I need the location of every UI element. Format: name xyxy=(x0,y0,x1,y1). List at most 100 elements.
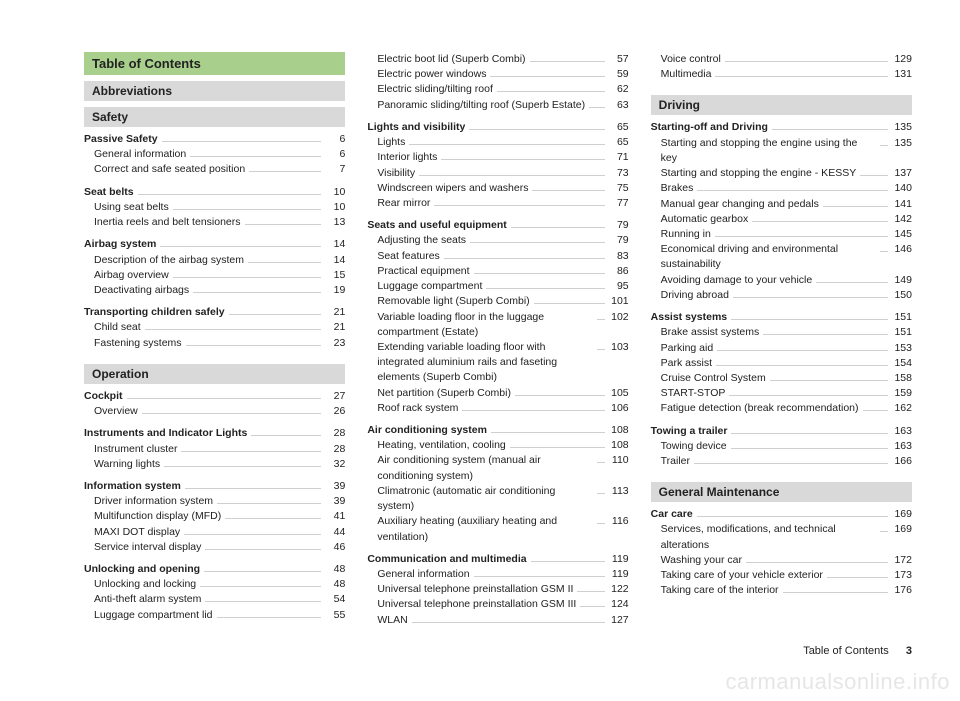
toc-entry[interactable]: Description of the airbag system14 xyxy=(84,253,345,268)
toc-entry[interactable]: Lights65 xyxy=(367,135,628,150)
toc-entry-head[interactable]: Car care169 xyxy=(651,507,912,522)
toc-entry[interactable]: Multimedia131 xyxy=(651,67,912,82)
toc-entry-head[interactable]: Passive Safety6 xyxy=(84,132,345,147)
toc-entry[interactable]: Overview26 xyxy=(84,404,345,419)
toc-entry[interactable]: Practical equipment86 xyxy=(367,264,628,279)
toc-entry[interactable]: Fastening systems23 xyxy=(84,336,345,351)
toc-entry-head[interactable]: Air conditioning system108 xyxy=(367,423,628,438)
toc-entry[interactable]: Parking aid153 xyxy=(651,341,912,356)
toc-entry[interactable]: Manual gear changing and pedals141 xyxy=(651,197,912,212)
leader-dots xyxy=(162,135,322,142)
toc-entry[interactable]: Warning lights32 xyxy=(84,457,345,472)
toc-entry-head[interactable]: Instruments and Indicator Lights 28 xyxy=(84,426,345,441)
toc-entry-label: Lights xyxy=(367,135,405,150)
leader-dots xyxy=(245,218,322,225)
toc-entry-label: Towing a trailer xyxy=(651,424,728,439)
toc-entry[interactable]: Electric power windows59 xyxy=(367,67,628,82)
toc-entry[interactable]: Starting and stopping the engine - KESSY… xyxy=(651,166,912,181)
toc-entry[interactable]: Removable light (Superb Combi)101 xyxy=(367,294,628,309)
toc-entry-head[interactable]: Assist systems151 xyxy=(651,310,912,325)
toc-entry[interactable]: WLAN127 xyxy=(367,613,628,628)
toc-entry[interactable]: Heating, ventilation, cooling108 xyxy=(367,438,628,453)
toc-entry[interactable]: Washing your car172 xyxy=(651,553,912,568)
toc-entry[interactable]: Instrument cluster28 xyxy=(84,442,345,457)
leader-dots xyxy=(145,323,322,330)
toc-entry[interactable]: Luggage compartment95 xyxy=(367,279,628,294)
toc-entry-head[interactable]: Airbag system14 xyxy=(84,237,345,252)
leader-dots xyxy=(783,586,888,593)
toc-entry[interactable]: Extending variable loading floor with in… xyxy=(367,340,628,386)
toc-entry[interactable]: Electric sliding/tilting roof62 xyxy=(367,82,628,97)
leader-dots xyxy=(205,542,321,549)
toc-entry[interactable]: Services, modifications, and technical a… xyxy=(651,522,912,552)
toc-entry[interactable]: MAXI DOT display44 xyxy=(84,525,345,540)
toc-entry[interactable]: Seat features83 xyxy=(367,249,628,264)
toc-entry[interactable]: Fatigue detection (break recommendation)… xyxy=(651,401,912,416)
toc-entry-head[interactable]: Towing a trailer163 xyxy=(651,424,912,439)
toc-entry[interactable]: Net partition (Superb Combi)105 xyxy=(367,386,628,401)
toc-entry[interactable]: Using seat belts10 xyxy=(84,200,345,215)
toc-entry[interactable]: Taking care of your vehicle exterior173 xyxy=(651,568,912,583)
toc-entry[interactable]: Brakes140 xyxy=(651,181,912,196)
toc-entry[interactable]: Climatronic (automatic air conditioning … xyxy=(367,484,628,514)
toc-entry[interactable]: Child seat21 xyxy=(84,320,345,335)
toc-entry-page: 151 xyxy=(892,310,912,325)
toc-entry[interactable]: Service interval display46 xyxy=(84,540,345,555)
toc-entry-page: 28 xyxy=(325,426,345,441)
toc-entry[interactable]: Inertia reels and belt tensioners13 xyxy=(84,215,345,230)
toc-entry[interactable]: Electric boot lid (Superb Combi)57 xyxy=(367,52,628,67)
toc-entry[interactable]: Multifunction display (MFD)41 xyxy=(84,509,345,524)
toc-entry[interactable]: Luggage compartment lid55 xyxy=(84,608,345,623)
toc-entry[interactable]: Taking care of the interior176 xyxy=(651,583,912,598)
leader-dots xyxy=(731,441,888,448)
toc-entry[interactable]: Economical driving and environmental sus… xyxy=(651,242,912,272)
toc-entry[interactable]: Auxiliary heating (auxiliary heating and… xyxy=(367,514,628,544)
toc-entry-label: Taking care of the interior xyxy=(651,583,779,598)
toc-entry[interactable]: Roof rack system106 xyxy=(367,401,628,416)
toc-entry[interactable]: Starting and stopping the engine using t… xyxy=(651,136,912,166)
toc-entry-head[interactable]: Transporting children safely21 xyxy=(84,305,345,320)
toc-entry[interactable]: Running in145 xyxy=(651,227,912,242)
toc-entry[interactable]: Towing device163 xyxy=(651,439,912,454)
toc-entry[interactable]: Correct and safe seated position7 xyxy=(84,162,345,177)
toc-entry-head[interactable]: Starting-off and Driving135 xyxy=(651,120,912,135)
toc-entry[interactable]: Variable loading floor in the luggage co… xyxy=(367,310,628,340)
toc-entry-head[interactable]: Information system39 xyxy=(84,479,345,494)
toc-entry[interactable]: General information119 xyxy=(367,567,628,582)
toc-entry[interactable]: Universal telephone preinstallation GSM … xyxy=(367,597,628,612)
toc-entry[interactable]: Automatic gearbox142 xyxy=(651,212,912,227)
toc-entry[interactable]: Driver information system39 xyxy=(84,494,345,509)
toc-entry[interactable]: Visibility73 xyxy=(367,166,628,181)
toc-entry[interactable]: Deactivating airbags19 xyxy=(84,283,345,298)
toc-entry-head[interactable]: Unlocking and opening48 xyxy=(84,562,345,577)
toc-entry[interactable]: Brake assist systems151 xyxy=(651,325,912,340)
toc-entry-head[interactable]: Cockpit27 xyxy=(84,389,345,404)
toc-entry[interactable]: Windscreen wipers and washers75 xyxy=(367,181,628,196)
toc-entry-head[interactable]: Seat belts10 xyxy=(84,185,345,200)
toc-entry[interactable]: Trailer166 xyxy=(651,454,912,469)
toc-entry-label: Electric boot lid (Superb Combi) xyxy=(367,52,525,67)
toc-entry[interactable]: Airbag overview15 xyxy=(84,268,345,283)
toc-entry[interactable]: Interior lights71 xyxy=(367,150,628,165)
leader-dots xyxy=(434,199,604,206)
toc-entry[interactable]: Voice control129 xyxy=(651,52,912,67)
toc-entry[interactable]: Unlocking and locking48 xyxy=(84,577,345,592)
toc-entry[interactable]: Universal telephone preinstallation GSM … xyxy=(367,582,628,597)
toc-entry-head[interactable]: Lights and visibility65 xyxy=(367,120,628,135)
toc-entry-head[interactable]: Seats and useful equipment79 xyxy=(367,218,628,233)
toc-entry-label: Instruments and Indicator Lights xyxy=(84,426,247,441)
toc-entry[interactable]: Rear mirror77 xyxy=(367,196,628,211)
toc-entry[interactable]: Park assist154 xyxy=(651,356,912,371)
toc-entry-head[interactable]: Communication and multimedia119 xyxy=(367,552,628,567)
toc-entry[interactable]: General information6 xyxy=(84,147,345,162)
toc-entry-label: Correct and safe seated position xyxy=(84,162,245,177)
toc-entry[interactable]: Anti-theft alarm system54 xyxy=(84,592,345,607)
toc-entry[interactable]: Driving abroad150 xyxy=(651,288,912,303)
toc-entry[interactable]: Panoramic sliding/tilting roof (Superb E… xyxy=(367,98,628,113)
toc-entry[interactable]: Air conditioning system (manual air cond… xyxy=(367,453,628,483)
toc-entry-label: Electric power windows xyxy=(367,67,486,82)
toc-entry[interactable]: START-STOP159 xyxy=(651,386,912,401)
toc-entry[interactable]: Adjusting the seats79 xyxy=(367,233,628,248)
toc-entry[interactable]: Cruise Control System158 xyxy=(651,371,912,386)
toc-entry[interactable]: Avoiding damage to your vehicle149 xyxy=(651,273,912,288)
